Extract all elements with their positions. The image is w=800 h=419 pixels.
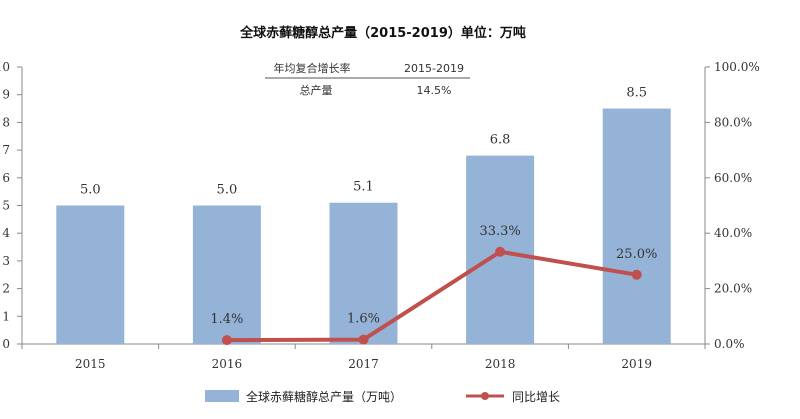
left-tick-label: 7 bbox=[2, 143, 10, 157]
line-value-label: 25.0% bbox=[616, 247, 657, 262]
left-tick-label: 8 bbox=[2, 115, 10, 129]
right-tick-label: 40.0% bbox=[714, 226, 752, 240]
left-tick-label: 1 bbox=[2, 309, 10, 323]
bar-series: 5.0 5.0 5.1 6.8 8.5 bbox=[56, 86, 671, 344]
bar bbox=[329, 202, 398, 344]
axes: 0123456789100.0%20.0%40.0%60.0%80.0%100.… bbox=[0, 60, 760, 371]
x-tick-label: 2015 bbox=[75, 357, 106, 371]
chart-title: 全球赤藓糖醇总产量（2015-2019）单位：万吨 bbox=[239, 25, 526, 41]
legend: 全球赤藓糖醇总产量（万吨） 同比增长 bbox=[205, 389, 560, 404]
bar-value-label: 5.0 bbox=[80, 183, 101, 198]
bar-value-label: 5.1 bbox=[353, 180, 374, 195]
line-value-label: 1.4% bbox=[210, 312, 243, 327]
left-tick-label: 4 bbox=[2, 226, 10, 240]
legend-bar-swatch bbox=[205, 390, 239, 402]
line-value-label: 33.3% bbox=[479, 224, 520, 239]
bar-value-label: 5.0 bbox=[217, 183, 238, 198]
bar bbox=[56, 205, 125, 344]
legend-line-label: 同比增长 bbox=[512, 390, 560, 404]
cagr-row-label: 总产量 bbox=[300, 83, 333, 97]
cagr-row-value: 14.5% bbox=[417, 84, 452, 97]
bar-value-label: 8.5 bbox=[626, 86, 647, 101]
line-point bbox=[221, 335, 232, 346]
growth-line bbox=[226, 249, 638, 343]
line-value-label: 1.6% bbox=[347, 312, 380, 327]
left-tick-label: 9 bbox=[2, 88, 10, 102]
x-tick-label: 2016 bbox=[212, 357, 243, 371]
right-tick-label: 20.0% bbox=[714, 282, 752, 296]
cagr-header-period: 2015-2019 bbox=[404, 62, 464, 75]
cagr-header-label: 年均复合增长率 bbox=[274, 61, 351, 75]
legend-bar-label: 全球赤藓糖醇总产量（万吨） bbox=[246, 389, 402, 404]
left-tick-label: 6 bbox=[2, 171, 10, 185]
x-tick-label: 2019 bbox=[621, 357, 652, 371]
x-tick-label: 2017 bbox=[348, 357, 379, 371]
x-tick-label: 2018 bbox=[485, 357, 516, 371]
line-point bbox=[358, 334, 369, 345]
cagr-annotation: 年均复合增长率 2015-2019 总产量 14.5% bbox=[265, 61, 470, 97]
line-point bbox=[631, 269, 642, 280]
bar bbox=[192, 205, 261, 344]
left-tick-label: 3 bbox=[2, 254, 10, 268]
bar bbox=[602, 108, 671, 344]
left-tick-label: 5 bbox=[2, 199, 10, 213]
left-tick-label: 10 bbox=[0, 60, 10, 74]
right-tick-label: 100.0% bbox=[714, 60, 760, 74]
right-tick-label: 60.0% bbox=[714, 171, 752, 185]
line-point bbox=[495, 246, 506, 257]
legend-line-marker bbox=[481, 392, 489, 400]
left-tick-label: 2 bbox=[2, 282, 10, 296]
right-tick-label: 0.0% bbox=[714, 337, 745, 351]
left-tick-label: 0 bbox=[2, 337, 10, 351]
bar-value-label: 6.8 bbox=[490, 133, 511, 148]
line-series: 1.4% 1.6% 33.3% 25.0% bbox=[210, 224, 657, 346]
right-tick-label: 80.0% bbox=[714, 115, 752, 129]
